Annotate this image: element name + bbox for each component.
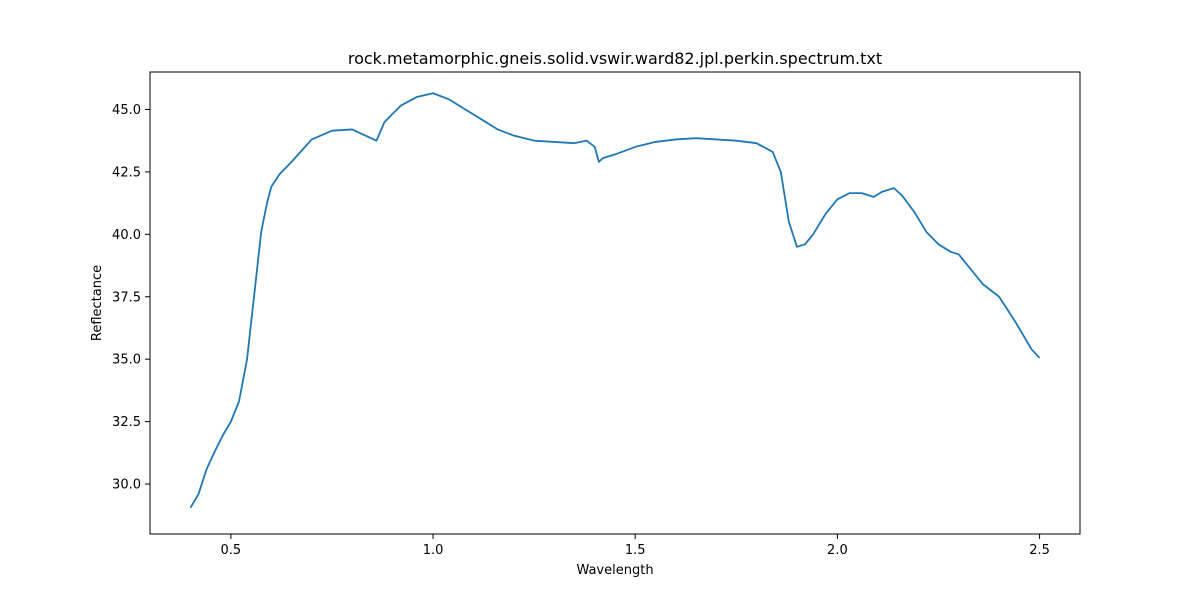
y-tick-label: 42.5 (112, 165, 141, 180)
y-axis-ticks: 30.0 32.5 35.0 37.5 40.0 42.5 45.0 (112, 103, 150, 493)
plot-area (150, 72, 1080, 534)
x-tick-label: 2.0 (827, 543, 848, 558)
y-tick-label: 40.0 (112, 228, 141, 243)
y-tick-label: 32.5 (112, 415, 141, 430)
y-axis-title: Reflectance (90, 265, 105, 341)
x-axis-title: Wavelength (576, 563, 653, 578)
y-tick-label: 45.0 (112, 103, 141, 118)
reflectance-series-line (189, 92, 1041, 509)
plot-frame (149, 71, 1081, 535)
x-tick-label: 0.5 (221, 543, 242, 558)
x-tick-label: 1.5 (625, 543, 646, 558)
x-tick-label: 1.0 (423, 543, 444, 558)
x-tick-label: 2.5 (1029, 543, 1050, 558)
x-axis-ticks: 0.5 1.0 1.5 2.0 2.5 (221, 534, 1050, 558)
y-tick-label: 30.0 (112, 478, 141, 493)
y-tick-label: 37.5 (112, 290, 141, 305)
y-tick-label: 35.0 (112, 353, 141, 368)
chart-title: rock.metamorphic.gneis.solid.vswir.ward8… (348, 49, 882, 68)
